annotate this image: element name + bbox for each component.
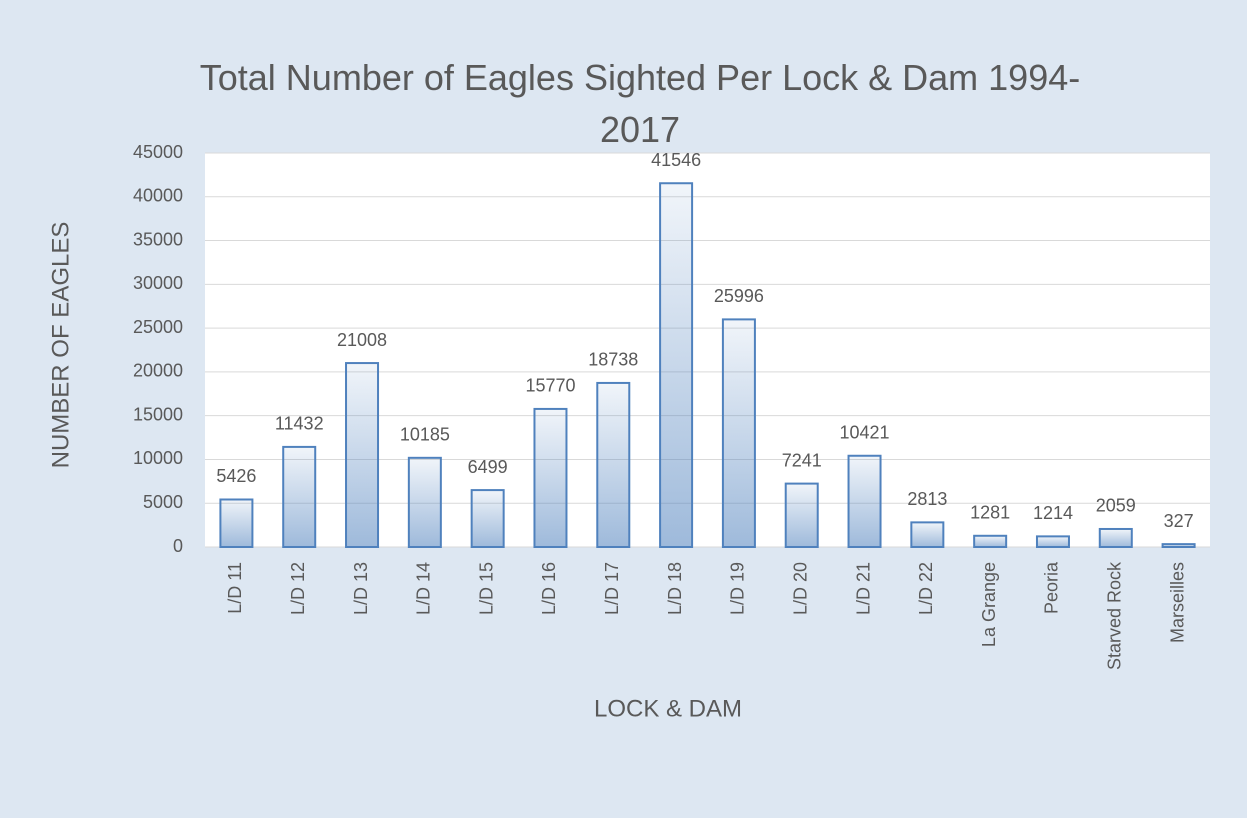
x-tick-label: L/D 11 — [225, 562, 245, 614]
bar — [847, 454, 882, 549]
value-label: 2059 — [1096, 496, 1136, 516]
x-tick-label: L/D 21 — [853, 562, 873, 615]
bar — [1161, 543, 1196, 549]
x-tick-label: L/D 20 — [790, 562, 810, 615]
bar — [407, 456, 442, 549]
value-label: 7241 — [782, 450, 822, 470]
bar — [1098, 527, 1133, 548]
x-axis-title: LOCK & DAM — [594, 695, 742, 722]
x-tick-label: L/D 19 — [728, 562, 748, 615]
y-tick-label: 45000 — [133, 142, 183, 162]
value-label: 5426 — [216, 466, 256, 486]
y-tick-label: 25000 — [133, 317, 183, 337]
x-tick-label: L/D 13 — [351, 562, 371, 615]
value-label: 327 — [1164, 511, 1194, 531]
x-tick-label: L/D 16 — [539, 562, 559, 615]
x-tick-label: L/D 18 — [665, 562, 685, 615]
bar — [784, 482, 819, 548]
value-label: 1281 — [970, 503, 1010, 523]
y-tick-label: 15000 — [133, 404, 183, 424]
y-axis-title: NUMBER OF EAGLES — [47, 222, 74, 469]
bar — [345, 362, 380, 548]
value-label: 15770 — [525, 376, 575, 396]
x-tick-label: L/D 12 — [288, 562, 308, 615]
y-tick-label: 10000 — [133, 448, 183, 468]
bar — [282, 445, 317, 549]
y-tick-label: 5000 — [143, 492, 183, 512]
value-label: 10421 — [840, 423, 890, 443]
y-tick-label: 40000 — [133, 186, 183, 206]
value-label: 25996 — [714, 286, 764, 306]
value-label: 10185 — [400, 425, 450, 445]
bar — [973, 534, 1008, 548]
y-tick-label: 30000 — [133, 273, 183, 293]
value-label: 18738 — [588, 350, 638, 370]
bar — [1035, 535, 1070, 548]
x-tick-label: L/D 17 — [602, 562, 622, 615]
x-tick-label: L/D 15 — [476, 562, 496, 615]
bar — [470, 489, 505, 549]
bar — [596, 381, 631, 548]
y-tick-label: 0 — [173, 536, 183, 556]
chart-title: Total Number of Eagles Sighted Per Lock … — [199, 57, 1081, 150]
value-label: 6499 — [468, 457, 508, 477]
value-label: 41546 — [651, 150, 701, 170]
x-tick-label: Peoria — [1042, 561, 1062, 614]
value-label: 2813 — [907, 489, 947, 509]
x-tick-label: L/D 14 — [414, 562, 434, 615]
bar — [659, 182, 694, 548]
value-label: 21008 — [337, 330, 387, 350]
value-label: 11432 — [275, 414, 324, 434]
bar — [910, 521, 945, 548]
y-tick-label: 20000 — [133, 361, 183, 381]
bar — [533, 407, 568, 548]
value-label: 1214 — [1033, 503, 1073, 523]
bar — [721, 318, 756, 548]
x-tick-label: Starved Rock — [1105, 561, 1125, 670]
bar — [219, 498, 254, 549]
x-tick-label: L/D 22 — [916, 562, 936, 615]
y-tick-label: 35000 — [133, 229, 183, 249]
x-tick-label: Marseilles — [1167, 562, 1187, 643]
x-tick-label: La Grange — [979, 562, 999, 647]
